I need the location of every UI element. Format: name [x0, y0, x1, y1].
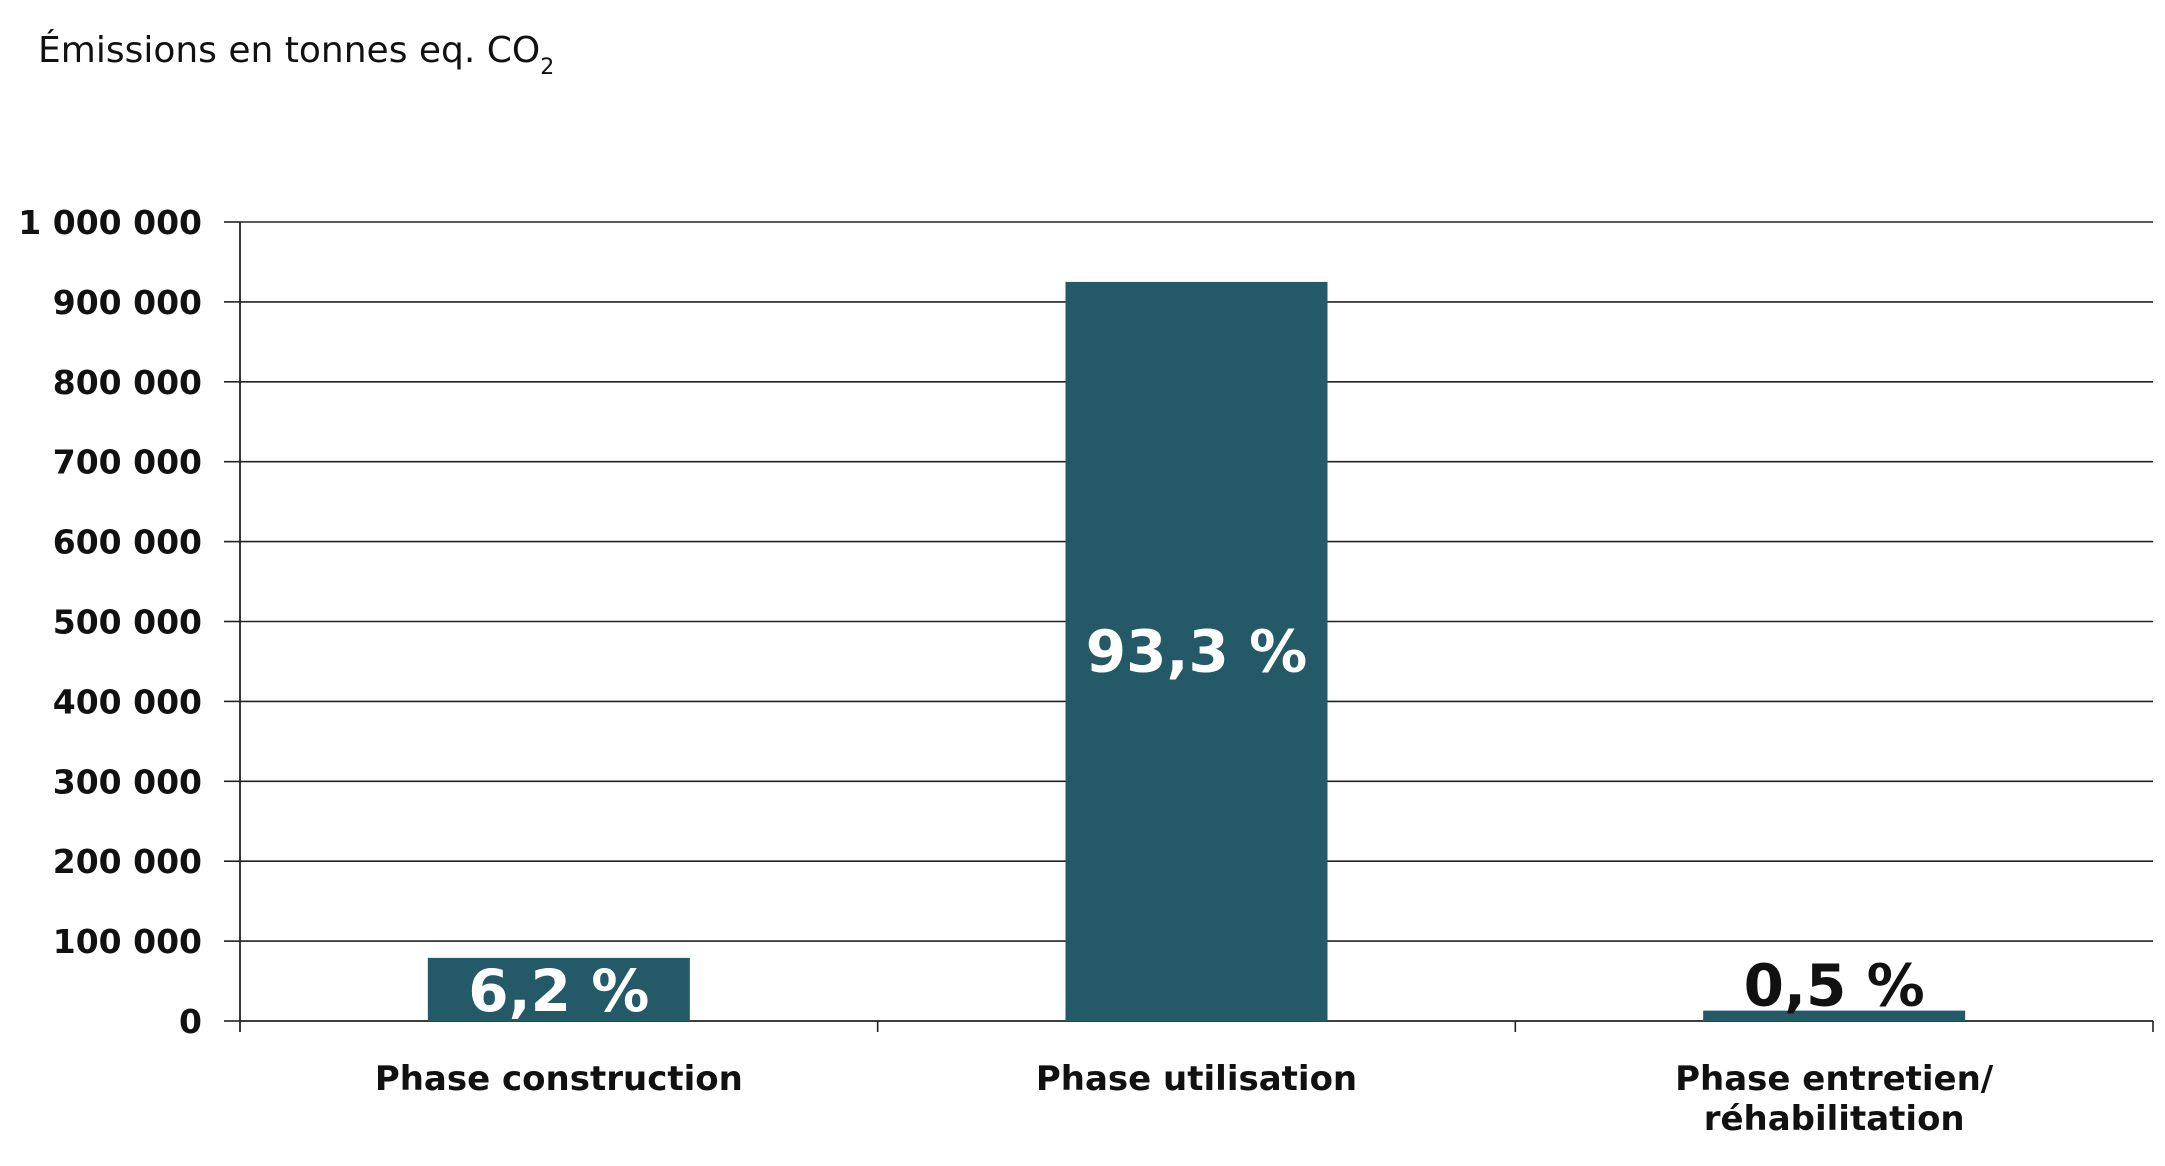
y-axis-label: Émissions en tonnes eq. CO2	[38, 29, 554, 80]
y-tick-label: 1 000 000	[18, 203, 202, 242]
y-tick-label: 700 000	[53, 443, 202, 482]
bars	[427, 281, 1966, 1021]
category-label: Phase construction	[375, 1059, 743, 1099]
y-tick-label: 300 000	[53, 762, 202, 801]
bar-2	[1065, 281, 1328, 1021]
data-label-3: 0,5 %	[1744, 952, 1925, 1020]
y-tick-label: 500 000	[53, 603, 202, 642]
bar-1	[427, 957, 690, 1021]
category-label: réhabilitation	[1704, 1099, 1965, 1139]
y-tick-label: 600 000	[53, 523, 202, 562]
data-label-1: 6,2 %	[468, 957, 649, 1025]
bar-3	[1703, 1010, 1966, 1021]
y-tick-label: 200 000	[53, 842, 202, 881]
y-tick-label: 0	[179, 1002, 202, 1041]
y-tick-labels: 0 100 000 200 000 300 000 400 000 500 000 600 …	[18, 203, 202, 1041]
data-labels: 6,2 % 93,3 % 0,5 %	[468, 617, 1924, 1025]
y-axis-label-subscript: 2	[540, 55, 554, 80]
y-tick-label: 900 000	[53, 283, 202, 322]
category-label: Phase entretien/	[1675, 1059, 1994, 1099]
category-label: Phase utilisation	[1036, 1059, 1357, 1099]
data-label-2: 93,3 %	[1086, 617, 1307, 685]
category-labels: Phase construction Phase utilisation Phase…	[375, 1059, 1994, 1139]
y-tick-label: 100 000	[53, 922, 202, 961]
y-tick-label: 800 000	[53, 363, 202, 402]
y-tick-label: 400 000	[53, 682, 202, 721]
